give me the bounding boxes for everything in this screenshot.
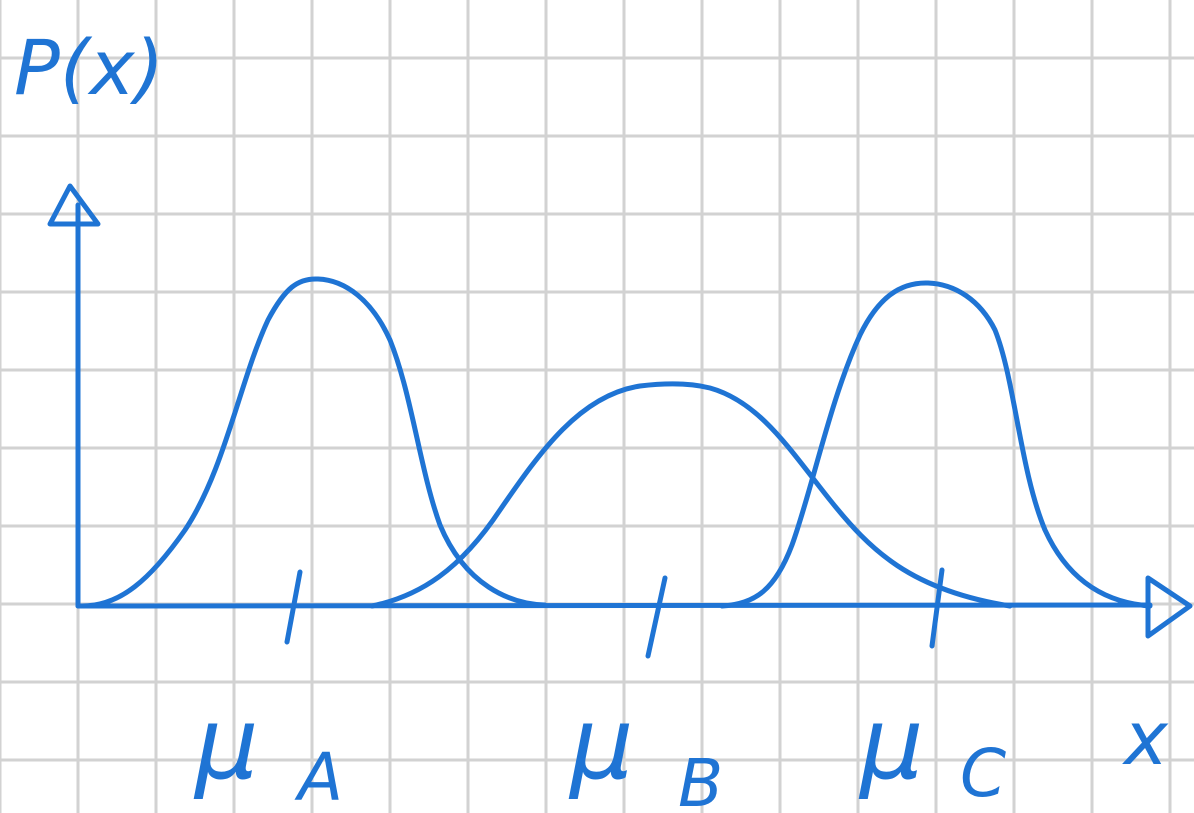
mean-a-label: μ [193, 685, 259, 802]
mean-b-subscript: B [678, 745, 723, 813]
x-axis-label: x [1122, 696, 1169, 782]
tick-mean-a [284, 569, 303, 645]
mean-a-subscript: A [294, 739, 343, 813]
mean-c-subscript: C [960, 735, 1006, 812]
y-axis-arrowhead [47, 183, 101, 227]
distribution-curve-c [719, 280, 1153, 609]
distribution-curve-b [369, 381, 1013, 609]
tick-mean-b [645, 575, 668, 659]
mean-c-label: μ [858, 685, 924, 802]
ink-layer [47, 183, 1193, 659]
tick-mean-c [929, 567, 945, 649]
mean-b-label: μ [568, 685, 634, 802]
x-axis [75, 602, 1153, 609]
y-axis-label: P(x) [14, 23, 164, 112]
distribution-curve-a [79, 276, 548, 609]
